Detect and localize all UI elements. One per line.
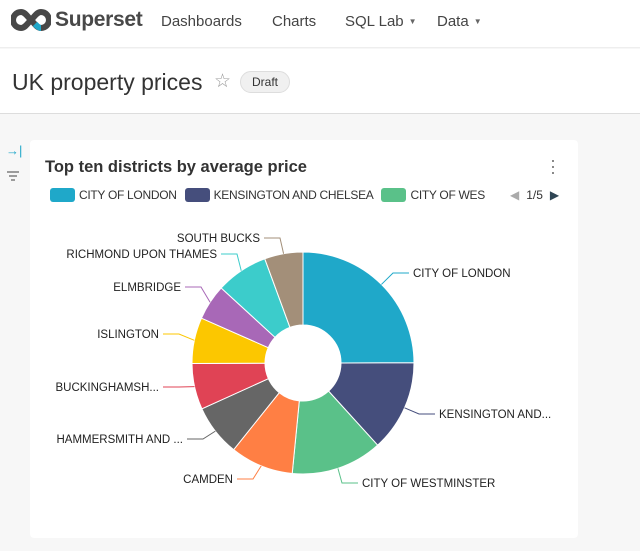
label-leader-line xyxy=(404,407,435,415)
slice-label: CITY OF WESTMINSTER xyxy=(362,478,495,490)
nav-sql-lab[interactable]: SQL Lab ▼ xyxy=(345,13,417,30)
expand-filters-icon[interactable]: →| xyxy=(6,143,23,158)
legend-item[interactable]: CITY OF WES xyxy=(381,188,485,202)
slice-label: CAMDEN xyxy=(183,474,233,486)
label-leader-line xyxy=(163,333,195,341)
filter-lines-icon xyxy=(7,171,19,181)
caret-down-icon: ▼ xyxy=(473,17,482,26)
slice-label: RICHMOND UPON THAMES xyxy=(66,249,217,261)
slice-label: CITY OF LONDON xyxy=(413,268,511,280)
label-leader-line xyxy=(185,286,211,303)
label-leader-line xyxy=(237,465,262,480)
nav-data[interactable]: Data ▼ xyxy=(437,13,482,30)
superset-logo-icon xyxy=(11,8,51,32)
filter-icon[interactable] xyxy=(6,170,20,185)
nav-label: Data xyxy=(437,13,469,30)
legend-item[interactable]: KENSINGTON AND CHELSEA xyxy=(184,188,374,202)
slice-label: SOUTH BUCKS xyxy=(177,233,260,245)
more-options-icon[interactable]: · · · xyxy=(550,150,556,182)
superset-logo[interactable]: Superset xyxy=(11,8,143,32)
status-badge[interactable]: Draft xyxy=(240,71,291,93)
dashboard-header: UK property prices ☆ Draft xyxy=(0,49,640,114)
legend-label: KENSINGTON AND CHELSEA xyxy=(213,188,374,202)
label-leader-line xyxy=(221,253,242,271)
brand-name: Superset xyxy=(55,8,143,31)
legend-page: 1/5 xyxy=(526,188,543,202)
nav-label: SQL Lab xyxy=(345,13,404,30)
legend-label: CITY OF WES xyxy=(410,188,485,202)
chart-card: Top ten districts by average price · · · C… xyxy=(30,140,578,538)
legend-swatch xyxy=(381,188,407,202)
slice-label: ELMBRIDGE xyxy=(113,282,181,294)
caret-down-icon: ▼ xyxy=(408,17,417,26)
slice-label: KENSINGTON AND... xyxy=(439,409,551,421)
donut-chart: CITY OF LONDON KENSINGTON AND... CITY OF W… xyxy=(55,233,551,490)
legend-item[interactable]: CITY OF LONDON xyxy=(50,188,177,202)
legend-next-icon[interactable]: ▶ xyxy=(549,188,560,202)
nav-charts[interactable]: Charts xyxy=(272,13,316,30)
dashboard-title[interactable]: UK property prices xyxy=(12,69,203,95)
label-leader-line xyxy=(381,272,409,285)
chart-legend: CITY OF LONDON KENSINGTON AND CHELSEA CI… xyxy=(50,188,493,202)
label-leader-line xyxy=(337,468,358,484)
chart-title: Top ten districts by average price xyxy=(45,158,307,176)
nav-dashboards[interactable]: Dashboards xyxy=(161,13,242,30)
legend-label: CITY OF LONDON xyxy=(79,188,177,202)
legend-swatch xyxy=(184,188,210,202)
top-navbar: Superset Dashboards Charts SQL Lab ▼ Data… xyxy=(0,0,640,48)
slice-label: ISLINGTON xyxy=(97,329,159,341)
legend-pager: ◀ 1/5 ▶ xyxy=(510,188,559,202)
donut-slice[interactable] xyxy=(264,251,304,328)
nav-label: Dashboards xyxy=(161,13,242,30)
slice-label: BUCKINGHAMSH... xyxy=(55,382,159,394)
donut-slice[interactable] xyxy=(302,251,415,364)
legend-swatch xyxy=(50,188,75,202)
label-leader-line xyxy=(187,430,216,440)
legend-prev-icon[interactable]: ◀ xyxy=(510,188,520,202)
slice-label: HAMMERSMITH AND ... xyxy=(56,434,183,446)
nav-label: Charts xyxy=(272,13,317,30)
favorite-star-icon[interactable]: ☆ xyxy=(214,71,232,92)
label-leader-line xyxy=(264,237,285,254)
